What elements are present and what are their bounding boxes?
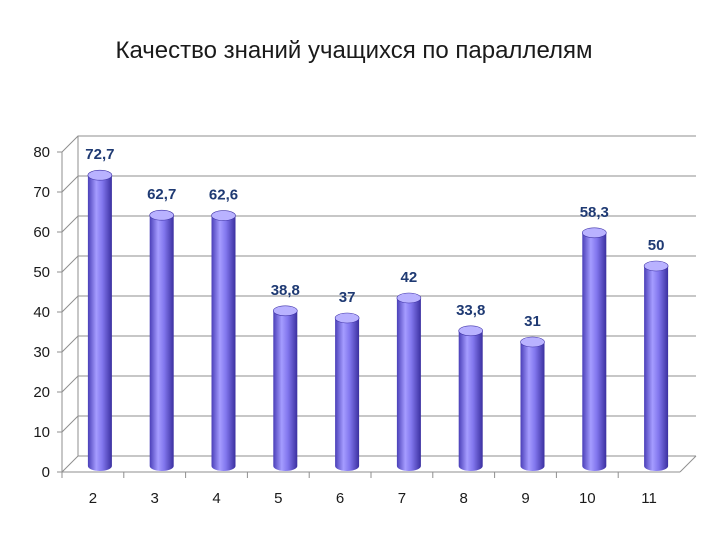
bar (334, 312, 360, 472)
bar-top (643, 260, 669, 272)
bar (149, 209, 174, 472)
x-tick-label: 4 (212, 490, 220, 507)
bar-body (582, 232, 607, 472)
bar-top (334, 312, 360, 324)
gridline (61, 335, 696, 353)
data-label: 33,8 (456, 302, 485, 319)
data-label: 37 (339, 289, 356, 306)
x-tick-label: 5 (274, 490, 282, 507)
bar-body (149, 215, 174, 472)
y-tick-label: 0 (42, 464, 50, 481)
y-tick-label: 30 (33, 344, 50, 361)
gridline (61, 215, 696, 233)
bar-body (644, 266, 669, 472)
bar-top (396, 292, 422, 304)
bar-top (272, 305, 298, 317)
bar-top (520, 336, 545, 348)
x-tick-label: 6 (336, 490, 344, 507)
bar-top (211, 210, 236, 221)
bar (458, 325, 484, 472)
bars (87, 169, 669, 472)
x-tick-label: 10 (579, 490, 596, 507)
bar-top (581, 227, 607, 239)
data-label: 62,7 (147, 186, 176, 203)
y-tick-label: 60 (33, 224, 50, 241)
bar-body (211, 215, 236, 472)
gridline (61, 135, 696, 153)
x-tick-label: 3 (151, 490, 159, 507)
x-tick-label: 9 (521, 490, 529, 507)
y-tick-label: 50 (33, 264, 50, 281)
x-tick-label: 8 (460, 490, 468, 507)
x-axis-ticks: 2 3 4 5 6 7 8 9 10 11 (61, 472, 657, 507)
x-tick-label: 11 (641, 490, 657, 507)
bar (520, 336, 545, 472)
y-tick-label: 40 (33, 304, 50, 321)
gridline (61, 375, 696, 393)
bar-top (87, 169, 113, 181)
data-label: 31 (524, 313, 541, 330)
bar-top (458, 325, 484, 337)
bar (643, 260, 669, 472)
gridline (61, 255, 696, 273)
gridline (61, 415, 696, 433)
bar (396, 292, 422, 472)
bar (272, 305, 298, 472)
y-tick-label: 20 (33, 384, 50, 401)
gridlines (61, 135, 697, 473)
y-tick-label: 10 (33, 424, 50, 441)
data-label: 58,3 (580, 204, 609, 221)
data-labels: 72,7 62,7 62,6 38,8 37 42 33,8 31 58,3 50 (85, 146, 664, 330)
bar-body (273, 310, 298, 472)
bar-body (396, 298, 421, 472)
bar (211, 210, 236, 472)
y-tick-label: 80 (33, 144, 50, 161)
data-label: 50 (648, 237, 665, 254)
chart-title: Качество знаний учащихся по параллелям (116, 37, 593, 64)
x-tick-label: 2 (89, 490, 97, 507)
bar-body (335, 318, 360, 472)
gridline (61, 455, 696, 473)
gridline (61, 295, 696, 313)
data-label: 42 (401, 269, 418, 286)
bar-body (87, 175, 112, 472)
bar-body (520, 342, 545, 472)
gridline (61, 175, 696, 193)
floor-edge (679, 455, 697, 473)
y-axis-ticks: 0 10 20 30 40 50 60 70 80 (33, 144, 62, 481)
bar (87, 169, 113, 472)
bar-body (458, 330, 483, 472)
y-tick-label: 70 (33, 184, 50, 201)
bar (581, 227, 607, 472)
bar-top (149, 209, 174, 221)
x-tick-label: 7 (398, 490, 406, 507)
data-label: 38,8 (271, 282, 300, 299)
data-label: 72,7 (85, 146, 114, 163)
data-label: 62,6 (209, 187, 238, 204)
